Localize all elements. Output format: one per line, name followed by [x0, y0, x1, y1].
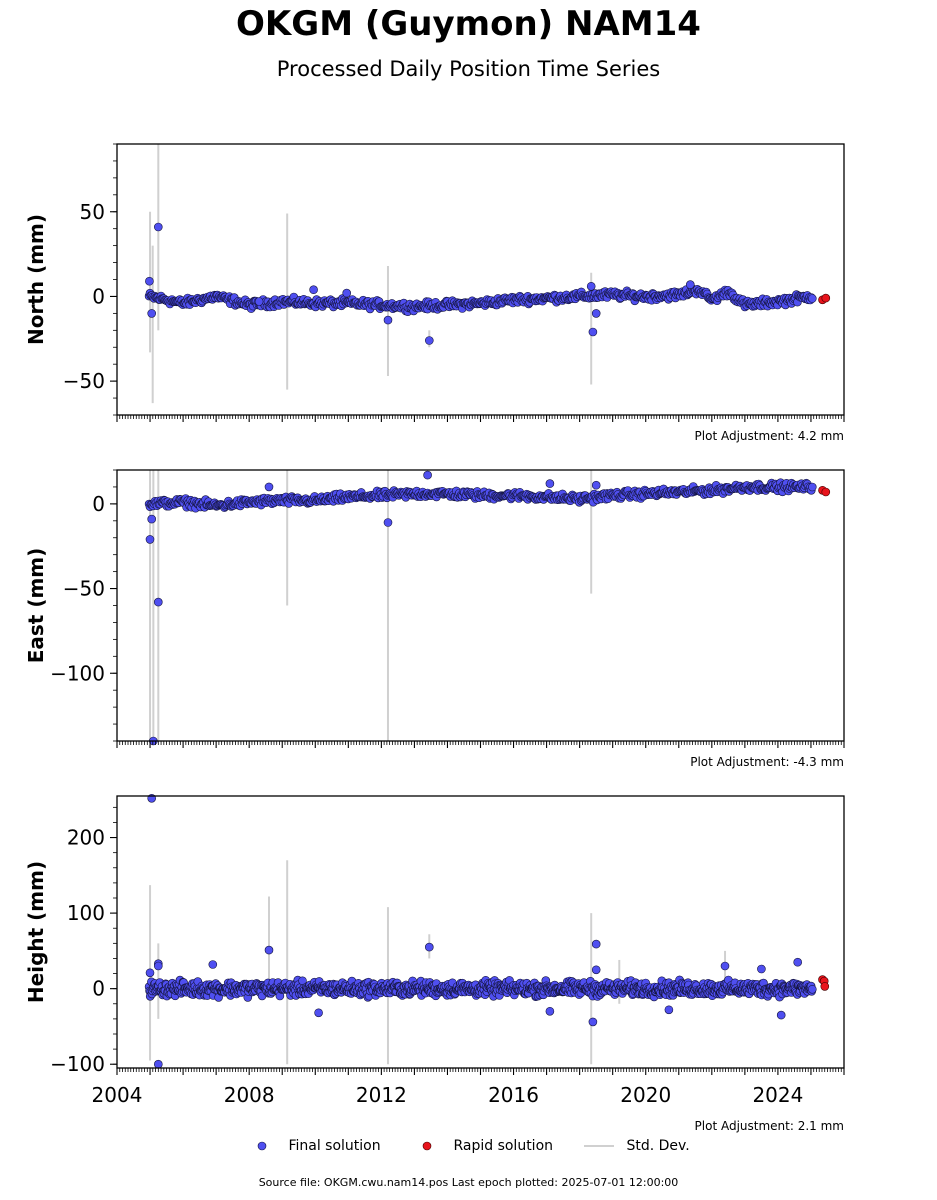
legend-rapid-label: Rapid solution: [453, 1138, 554, 1154]
east-y-tick-label: −50: [63, 577, 105, 601]
north-y-axis-label: North (mm): [24, 214, 48, 345]
height-y-tick-label: −100: [50, 1052, 105, 1076]
height-final-point: [154, 1059, 163, 1069]
x-tick-label: 2008: [224, 1083, 275, 1107]
east-y-tick-label: 0: [92, 492, 105, 516]
height-final-point: [793, 957, 803, 967]
height-final-point: [208, 960, 218, 969]
north-axes-frame: [116, 143, 845, 416]
height-panel: −100 0 100 200 2004 2008 2012 2016 2020 2024 Heigh…: [24, 793, 845, 1107]
north-final-point: [588, 327, 598, 337]
x-tick-label: 2024: [752, 1083, 803, 1107]
height-final-point: [424, 942, 434, 952]
height-final-point: [776, 1010, 786, 1020]
height-final-point: [154, 961, 163, 971]
north-final-point: [154, 222, 163, 232]
north-panel: −50 0 50 North (mm): [24, 143, 845, 422]
figure-title: OKGM (Guymon) NAM14: [236, 4, 701, 44]
source-footer: Source file: OKGM.cwu.nam14.pos Last epo…: [258, 1176, 679, 1189]
legend-final-label: Final solution: [288, 1138, 381, 1154]
legend-rapid: Rapid solution: [415, 1137, 553, 1155]
height-final-point: [757, 964, 766, 974]
north-y-tick-label: −50: [63, 369, 105, 393]
north-final-point: [424, 336, 434, 345]
height-final-point: [591, 939, 601, 949]
east-y-axis-label: East (mm): [24, 548, 48, 664]
legend-final-marker-icon: [257, 1141, 267, 1151]
north-y-tick-label: 0: [92, 284, 105, 308]
x-tick-label: 2016: [488, 1083, 539, 1107]
height-final-point: [588, 1017, 598, 1027]
north-final-point: [586, 281, 596, 291]
east-final-point: [145, 535, 155, 544]
north-final-point: [309, 285, 318, 295]
height-final-point: [545, 1006, 555, 1016]
east-rapid-point: [821, 487, 831, 497]
height-axes-frame: [116, 795, 845, 1069]
x-tick-label: 2012: [356, 1083, 407, 1107]
east-panel: −100 −50 0 East (mm): [24, 469, 845, 748]
height-final-point: [145, 968, 155, 978]
height-final-point: [664, 1005, 674, 1015]
north-final-point: [342, 288, 352, 298]
east-plot-adjustment: Plot Adjustment: -4.3 mm: [690, 755, 844, 769]
north-final-point: [807, 294, 817, 303]
legend-std-label: Std. Dev.: [626, 1138, 690, 1154]
height-y-tick-label: 200: [67, 826, 105, 850]
east-final-point: [807, 482, 817, 492]
height-final-point: [591, 965, 601, 975]
figure-subtitle: Processed Daily Position Time Series: [276, 57, 661, 81]
north-final-point: [591, 309, 601, 318]
x-tick-label: 2020: [620, 1083, 671, 1107]
height-y-tick-label: 100: [67, 901, 105, 925]
north-final-point: [254, 297, 264, 306]
north-final-point: [147, 309, 156, 318]
east-final-point: [591, 480, 601, 490]
legend-rapid-marker-icon: [422, 1141, 432, 1151]
legend-final: Final solution: [250, 1137, 381, 1155]
height-rapid-point: [820, 982, 830, 991]
height-y-axis-label: Height (mm): [24, 861, 48, 1003]
north-rapid-point: [821, 293, 831, 303]
height-final-point: [314, 1008, 323, 1018]
north-final-point: [145, 276, 154, 286]
height-final-point: [264, 945, 274, 955]
east-final-point: [154, 597, 163, 607]
east-final-point: [147, 514, 156, 524]
height-final-point: [807, 984, 817, 994]
north-y-tick-label: 50: [80, 200, 105, 224]
legend-std: Std. Dev.: [582, 1137, 690, 1155]
north-final-point: [383, 315, 393, 325]
north-final-point: [685, 280, 695, 289]
x-tick-label: 2004: [92, 1083, 143, 1107]
east-y-tick-label: −100: [50, 661, 105, 685]
north-plot-adjustment: Plot Adjustment: 4.2 mm: [694, 429, 844, 443]
height-plot-adjustment: Plot Adjustment: 2.1 mm: [694, 1119, 844, 1133]
east-final-point: [383, 518, 393, 527]
east-final-point: [545, 479, 555, 488]
east-final-point: [264, 482, 274, 492]
east-final-point: [423, 470, 432, 480]
height-y-tick-label: 0: [92, 977, 105, 1001]
height-final-point: [720, 961, 730, 971]
